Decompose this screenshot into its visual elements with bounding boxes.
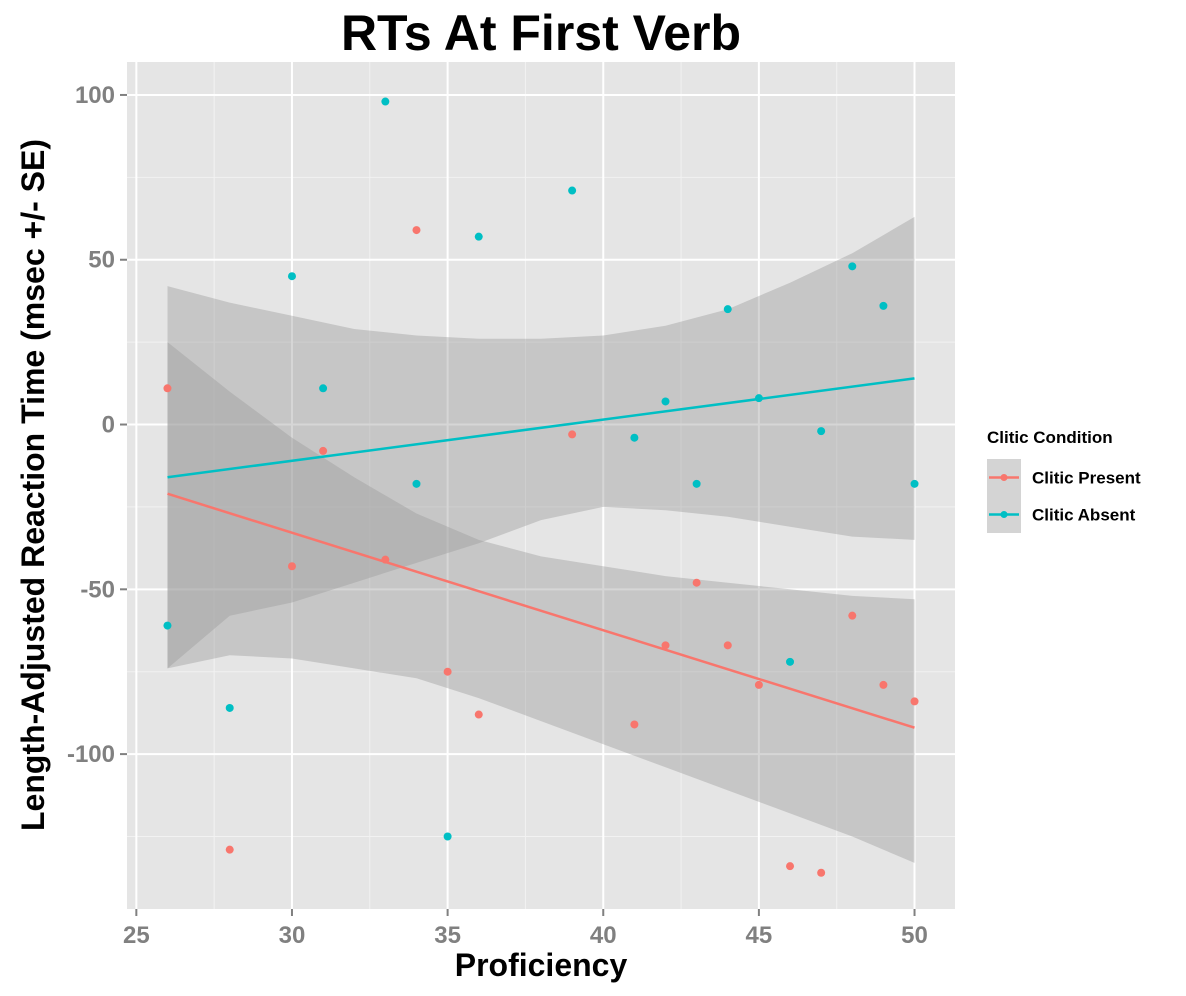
data-point (692, 578, 701, 587)
y-axis-ticks: -100 -50 0 50 100 (67, 82, 127, 768)
y-tick-label: -100 (67, 741, 115, 768)
data-point (786, 657, 795, 666)
y-tick-label: 0 (102, 412, 115, 439)
confidence-band (167, 216, 915, 669)
x-tick-label: 35 (434, 922, 461, 949)
x-tick-label: 40 (590, 922, 617, 949)
data-point (692, 479, 701, 488)
x-tick-label: 50 (901, 922, 928, 949)
data-point (817, 868, 826, 877)
data-point (474, 710, 483, 719)
regression-line (167, 492, 915, 729)
data-point (443, 667, 452, 676)
legend-items: Clitic Present Clitic Absent (987, 459, 1141, 533)
confidence-band (167, 342, 915, 863)
data-point (381, 97, 390, 106)
data-point (412, 226, 421, 235)
data-point (723, 305, 732, 314)
data-point (879, 680, 888, 689)
data-point (910, 697, 919, 706)
data-point (443, 832, 452, 841)
x-tick-label: 30 (279, 922, 306, 949)
data-point (630, 433, 639, 442)
legend-key-point (1000, 474, 1008, 481)
plot-panel (127, 62, 955, 909)
legend: Clitic Condition Clitic Present Clitic Ab… (987, 428, 1141, 533)
legend-item: Clitic Absent (987, 496, 1136, 533)
data-point (754, 394, 763, 403)
y-axis-title: Length-Adjusted Reaction Time (msec +/- … (15, 139, 51, 831)
legend-title: Clitic Condition (987, 428, 1113, 447)
legend-label: Clitic Present (1032, 469, 1141, 488)
chart-title: RTs At First Verb (341, 5, 741, 61)
data-point (381, 555, 390, 564)
data-point (661, 641, 670, 650)
data-point (225, 703, 234, 712)
data-point (287, 272, 296, 281)
data-point (319, 446, 328, 455)
x-axis-ticks: 25 30 35 40 45 50 (123, 909, 928, 949)
data-point (630, 720, 639, 729)
data-point (661, 397, 670, 406)
confidence-bands (167, 216, 915, 863)
data-point (723, 641, 732, 650)
y-tick-label: -50 (80, 576, 115, 603)
data-point (848, 611, 857, 620)
legend-item: Clitic Present (987, 459, 1141, 496)
major-gridlines (127, 62, 955, 909)
data-point (412, 479, 421, 488)
data-point (910, 479, 919, 488)
data-point (848, 262, 857, 271)
minor-gridlines (127, 62, 955, 909)
data-point (879, 301, 888, 310)
data-point (474, 232, 483, 241)
data-point (319, 384, 328, 393)
x-tick-label: 25 (123, 922, 150, 949)
x-tick-label: 45 (746, 922, 773, 949)
y-tick-label: 50 (88, 247, 115, 274)
legend-key-point (1000, 511, 1008, 518)
data-point (568, 430, 577, 439)
data-point (817, 427, 826, 436)
data-point (786, 862, 795, 871)
regression-line (167, 377, 915, 479)
data-point (754, 680, 763, 689)
data-point (568, 186, 577, 195)
regression-lines (167, 377, 915, 729)
data-point (163, 621, 172, 630)
data-point (225, 845, 234, 854)
legend-label: Clitic Absent (1032, 506, 1136, 525)
x-axis-title: Proficiency (455, 947, 628, 983)
data-points (163, 97, 919, 877)
y-tick-label: 100 (75, 82, 115, 109)
data-point (163, 384, 172, 393)
data-point (287, 562, 296, 571)
